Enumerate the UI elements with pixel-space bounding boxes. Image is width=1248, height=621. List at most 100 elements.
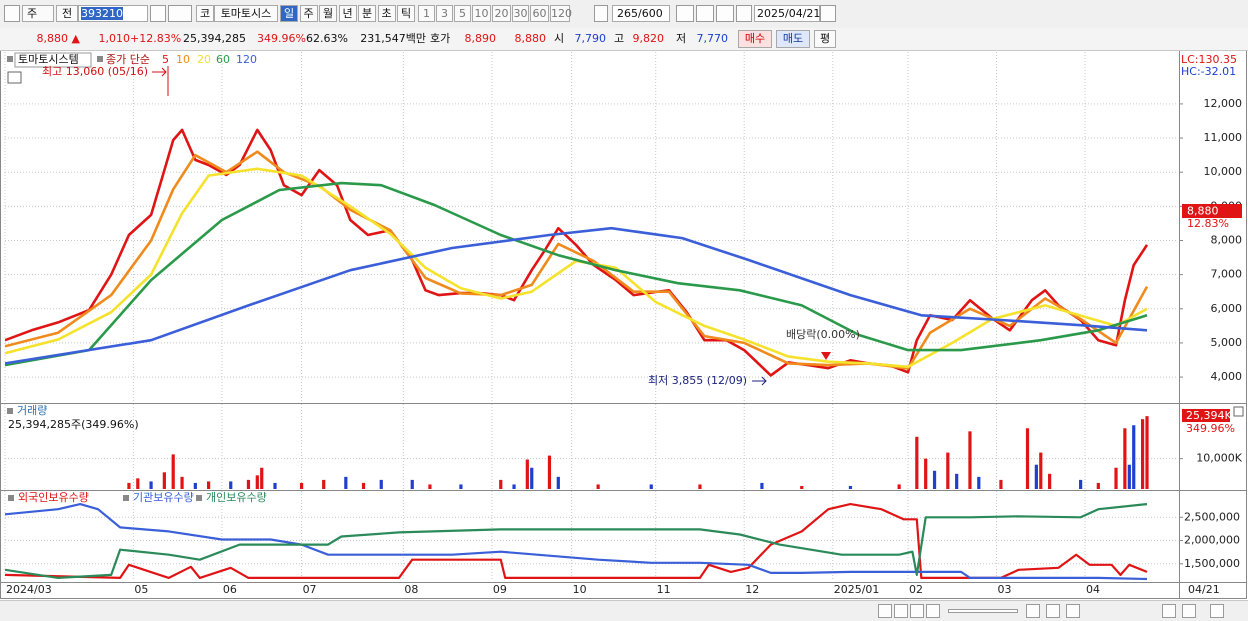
menu-icon[interactable] <box>4 5 20 22</box>
price-tag-rate: 12.83% <box>1187 217 1229 230</box>
interval-button[interactable]: 10 <box>472 5 491 22</box>
sound-icon[interactable] <box>168 5 192 22</box>
interval-button[interactable]: 3 <box>436 5 453 22</box>
volume-bar <box>698 484 702 489</box>
quote-change: 1,010 <box>98 32 131 45</box>
interval-button[interactable]: 1 <box>418 5 435 22</box>
scroll-start[interactable] <box>894 604 908 618</box>
dropdown[interactable] <box>594 5 608 22</box>
volume-bar <box>1025 428 1030 489</box>
period-button[interactable]: 분 <box>358 5 376 22</box>
calendar-icon[interactable] <box>820 5 836 22</box>
scroll-end[interactable] <box>926 604 940 618</box>
mode-select[interactable]: 전 <box>56 5 78 22</box>
quote-ask: 8,890 <box>464 32 497 45</box>
buy-button[interactable]: 매수 <box>738 30 772 48</box>
holding-line <box>5 503 1148 579</box>
y-tick-label: 12,000 <box>1204 97 1243 110</box>
tool-icon[interactable] <box>1066 604 1080 618</box>
volume-bar <box>1039 452 1043 489</box>
volume-tag-text: 25,394K <box>1186 409 1232 422</box>
tool-icon[interactable] <box>1046 604 1060 618</box>
volume-bar <box>1048 473 1052 489</box>
x-tick-label: 11 <box>657 583 671 596</box>
volume-bar <box>924 458 928 489</box>
period-button[interactable]: 틱 <box>397 5 415 22</box>
panel-button <box>1233 406 1244 417</box>
volume-bar <box>127 482 131 489</box>
zoom-in[interactable] <box>1182 604 1196 618</box>
legend-square <box>8 495 14 501</box>
tool-icon[interactable] <box>1026 604 1040 618</box>
bar-group <box>127 416 1149 489</box>
volume-bar <box>596 484 600 489</box>
save-icon[interactable] <box>716 5 734 22</box>
x-tick-label: 09 <box>493 583 507 596</box>
stop[interactable] <box>910 604 924 618</box>
annotation-low: 최저 3,855 (12/09) <box>648 374 747 387</box>
table-icon <box>7 71 22 84</box>
volume-bar <box>1132 425 1136 489</box>
period-button[interactable]: 월 <box>319 5 337 22</box>
zoom-slider[interactable] <box>948 609 1018 613</box>
candle-icon[interactable] <box>676 5 694 22</box>
volume-bar <box>547 455 552 489</box>
tab[interactable]: 토마토시스 <box>214 5 278 22</box>
interval-button[interactable]: 120 <box>550 5 572 22</box>
quote-low: 7,770 <box>696 32 729 45</box>
avg-button[interactable]: 평 <box>814 30 836 48</box>
chart-subtitle: 종가 단순 <box>106 53 150 66</box>
volume-bar <box>848 485 853 489</box>
moving-average-line <box>5 167 1148 369</box>
quote-price: 8,880 ▲ <box>36 32 80 45</box>
x-tick-label: 06 <box>223 583 237 596</box>
volume-bar <box>512 484 516 489</box>
scroll-right[interactable] <box>878 604 892 618</box>
settings-icon[interactable] <box>736 5 752 22</box>
period-button[interactable]: 일 <box>280 5 298 22</box>
y-tick-label: 7,000 <box>1211 268 1243 281</box>
bottom-bar <box>0 600 1248 621</box>
volume-bar <box>1114 467 1118 489</box>
date-input[interactable]: 2025/04/21 <box>754 5 820 22</box>
period-button[interactable]: 초 <box>377 5 396 22</box>
zoom-out[interactable] <box>1162 604 1176 618</box>
code-input[interactable]: 393210 <box>78 5 148 22</box>
interval-button[interactable]: 5 <box>454 5 471 22</box>
quote-amount: 231,547백만 <box>360 32 426 45</box>
volume-bar <box>649 484 653 489</box>
volume-bar <box>207 481 211 489</box>
period-button[interactable]: 주 <box>299 5 318 22</box>
volume-bar <box>915 436 919 489</box>
x-tick-label: 05 <box>134 583 148 596</box>
period-button[interactable]: 년 <box>338 5 357 22</box>
chart-title: 토마토시스템 <box>18 53 79 66</box>
legend-entry: 기관보유수량 <box>133 491 194 504</box>
y-tick-label: 1,500,000 <box>1184 557 1240 570</box>
y-tick-label: 2,500,000 <box>1184 510 1240 523</box>
y-tick-label: 4,000 <box>1211 370 1243 383</box>
x-end-label: 04/21 <box>1188 583 1220 596</box>
price-tag <box>1182 204 1242 218</box>
x-tick-label: 03 <box>998 583 1012 596</box>
font-icon[interactable] <box>1210 604 1224 618</box>
moving-average-line <box>5 226 1148 365</box>
volume-bar <box>530 467 534 489</box>
sell-button[interactable]: 매도 <box>776 30 810 48</box>
tab[interactable]: 코 <box>196 5 214 22</box>
volume-bar <box>459 484 463 489</box>
interval-button[interactable]: 60 <box>530 5 549 22</box>
draw-icon[interactable] <box>696 5 714 22</box>
legend-entry: 60 <box>216 53 230 66</box>
search-icon[interactable] <box>150 5 166 22</box>
legend-square <box>7 56 13 62</box>
market-select[interactable]: 주 <box>22 5 54 22</box>
y-tick-label: 10,000 <box>1204 165 1243 178</box>
interval-button[interactable]: 30 <box>512 5 529 22</box>
moving-average-line <box>5 128 1149 377</box>
volume-bar <box>1123 428 1127 489</box>
volume-bar <box>1096 482 1100 489</box>
interval-button[interactable]: 20 <box>492 5 511 22</box>
volume-bar <box>499 479 503 489</box>
x-tick-label: 04 <box>1086 583 1100 596</box>
